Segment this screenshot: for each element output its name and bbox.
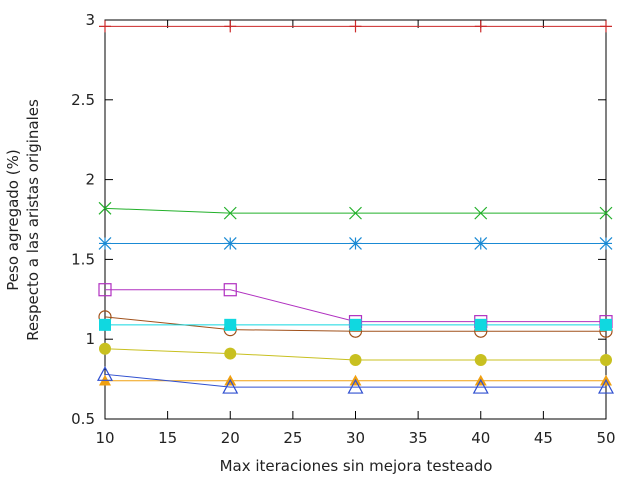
data-point <box>223 283 237 297</box>
data-point <box>224 347 237 360</box>
y-tick-label: 1.5 <box>71 250 95 268</box>
data-point <box>224 20 237 33</box>
data-point <box>96 366 114 381</box>
ticks-layer: 10 15 20 25 30 35 40 45 50 0.5 1 1.5 2 2.5 3 <box>71 11 615 447</box>
data-point <box>223 206 237 220</box>
data-point <box>98 283 112 297</box>
data-point <box>474 206 488 220</box>
x-tick-label: 35 <box>409 429 428 447</box>
data-point <box>99 20 111 33</box>
data-point <box>98 201 112 215</box>
x-tick-label: 25 <box>283 429 302 447</box>
y-tick-label: 2.5 <box>71 91 95 109</box>
data-point <box>597 378 615 394</box>
y-tick-label: 2 <box>85 171 95 189</box>
data-point <box>472 378 489 394</box>
data-point <box>99 342 111 355</box>
x-tick-label: 45 <box>534 429 553 447</box>
series-2 <box>98 201 613 220</box>
y-tick-label: 3 <box>85 11 95 29</box>
y-tick-label: 0.5 <box>71 410 95 428</box>
series-3 <box>98 237 613 250</box>
series-line <box>105 289 606 323</box>
series-6 <box>99 318 612 331</box>
x-tick-label: 40 <box>471 429 490 447</box>
y-tick-label: 1 <box>85 330 95 348</box>
y-axis-title-line2: Respecto a las aristas originales <box>24 99 42 341</box>
x-tick-label: 20 <box>221 429 240 447</box>
data-point <box>474 20 487 33</box>
data-point <box>224 318 237 331</box>
x-axis-title: Max iteraciones sin mejora testeado <box>220 457 493 475</box>
series-5 <box>98 310 613 338</box>
series-9 <box>96 366 615 394</box>
series-1 <box>99 20 612 33</box>
data-point <box>349 237 362 250</box>
data-point <box>347 378 364 394</box>
data-point <box>349 318 362 331</box>
data-point <box>600 20 612 33</box>
x-tick-label: 50 <box>596 429 615 447</box>
series-line <box>104 373 606 388</box>
data-point <box>223 237 237 250</box>
series-7 <box>99 342 612 366</box>
y-axis-title-line1: Peso agregado (%) <box>4 149 22 290</box>
x-tick-label: 10 <box>95 429 114 447</box>
data-point <box>474 353 487 366</box>
data-point <box>349 353 362 366</box>
data-point <box>222 378 239 394</box>
data-point <box>98 237 112 250</box>
data-point <box>599 237 613 250</box>
data-point <box>474 318 487 331</box>
data-point <box>99 318 111 331</box>
x-tick-label: 30 <box>346 429 365 447</box>
data-point <box>600 318 612 331</box>
series-layer <box>96 20 615 394</box>
x-tick-label: 15 <box>158 429 177 447</box>
data-point <box>349 20 362 33</box>
data-point <box>349 206 362 220</box>
series-line <box>104 316 606 332</box>
data-point <box>600 353 612 366</box>
data-point <box>474 237 488 250</box>
data-point <box>599 206 613 220</box>
